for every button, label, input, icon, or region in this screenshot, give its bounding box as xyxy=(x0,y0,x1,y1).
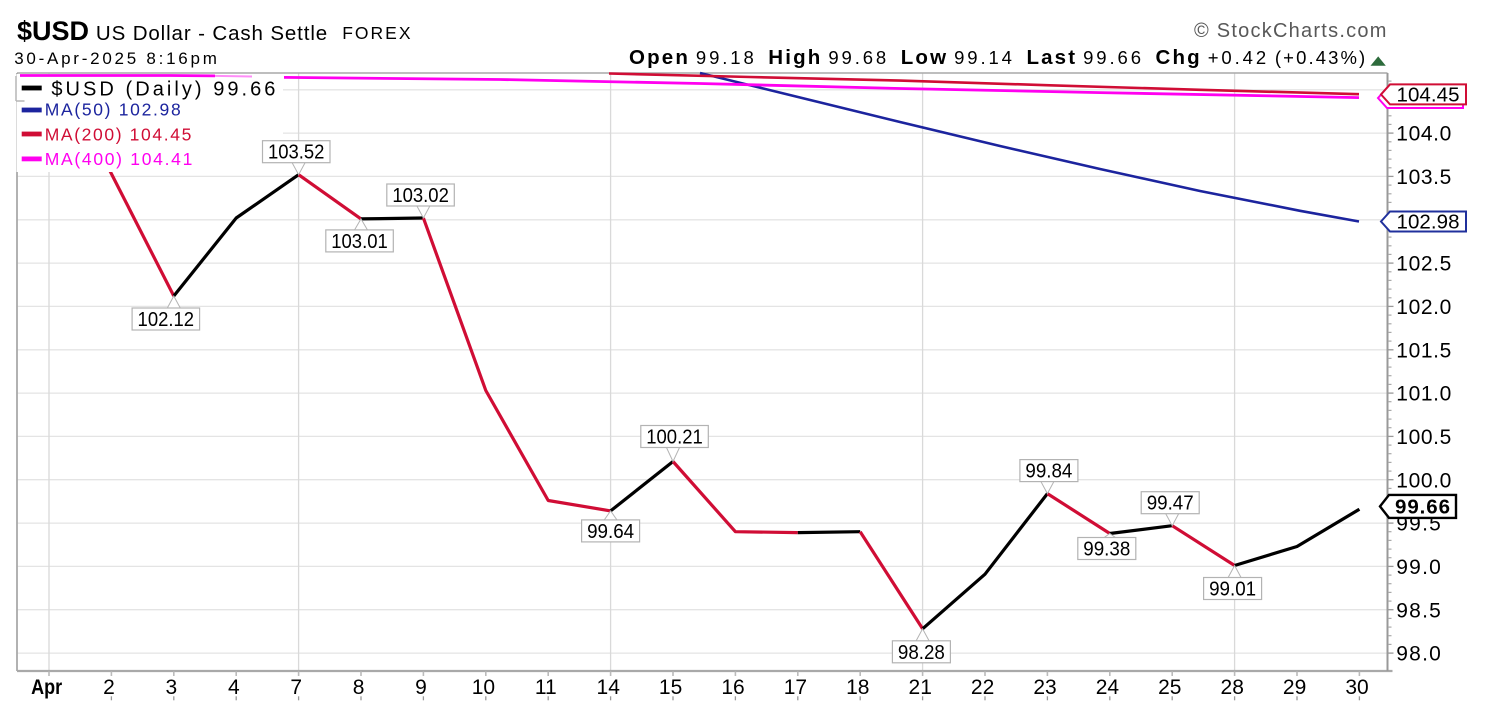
svg-text:17: 17 xyxy=(784,676,807,699)
svg-text:102.5: 102.5 xyxy=(1396,253,1451,276)
svg-text:11: 11 xyxy=(535,676,557,699)
svg-text:99.64: 99.64 xyxy=(587,521,634,543)
svg-text:4: 4 xyxy=(228,676,240,699)
svg-text:103.01: 103.01 xyxy=(331,231,388,253)
svg-text:22: 22 xyxy=(971,676,994,699)
svg-text:98.0: 98.0 xyxy=(1396,643,1441,666)
svg-text:2: 2 xyxy=(103,676,115,699)
svg-text:29: 29 xyxy=(1283,676,1306,699)
svg-text:MA(400) 104.41: MA(400) 104.41 xyxy=(45,149,193,169)
svg-text:23: 23 xyxy=(1033,676,1056,699)
svg-text:101.0: 101.0 xyxy=(1396,383,1451,406)
svg-text:$USD (Daily) 99.66: $USD (Daily) 99.66 xyxy=(51,79,275,101)
svg-text:28: 28 xyxy=(1221,676,1244,699)
svg-text:14: 14 xyxy=(597,676,621,699)
svg-text:21: 21 xyxy=(909,676,932,699)
svg-text:99.47: 99.47 xyxy=(1147,493,1194,515)
svg-text:104.45: 104.45 xyxy=(1397,84,1460,107)
svg-text:24: 24 xyxy=(1096,676,1120,699)
svg-text:99.84: 99.84 xyxy=(1025,461,1072,483)
svg-text:7: 7 xyxy=(290,676,302,699)
svg-text:MA(50) 102.98: MA(50) 102.98 xyxy=(45,100,181,120)
svg-text:102.0: 102.0 xyxy=(1396,296,1451,319)
svg-text:101.5: 101.5 xyxy=(1396,339,1451,362)
svg-text:30: 30 xyxy=(1345,676,1368,699)
svg-text:98.5: 98.5 xyxy=(1396,599,1441,622)
svg-text:99.66: 99.66 xyxy=(1395,496,1450,519)
svg-text:103.52: 103.52 xyxy=(268,142,325,164)
svg-text:99.01: 99.01 xyxy=(1209,579,1256,601)
svg-text:99.0: 99.0 xyxy=(1396,556,1441,579)
svg-text:103.02: 103.02 xyxy=(392,185,449,207)
svg-text:98.28: 98.28 xyxy=(898,642,945,664)
svg-text:102.98: 102.98 xyxy=(1397,211,1460,234)
svg-text:25: 25 xyxy=(1158,676,1181,699)
svg-text:102.12: 102.12 xyxy=(138,309,195,331)
svg-text:Apr: Apr xyxy=(31,676,62,699)
svg-text:100.0: 100.0 xyxy=(1396,469,1451,492)
svg-text:100.21: 100.21 xyxy=(646,427,703,449)
svg-text:16: 16 xyxy=(721,676,744,699)
svg-text:18: 18 xyxy=(846,676,869,699)
svg-text:3: 3 xyxy=(166,676,178,699)
svg-text:8: 8 xyxy=(353,676,365,699)
svg-text:103.5: 103.5 xyxy=(1396,166,1451,189)
svg-text:10: 10 xyxy=(472,676,495,699)
svg-text:15: 15 xyxy=(659,676,682,699)
svg-text:104.0: 104.0 xyxy=(1396,123,1451,146)
svg-text:MA(200) 104.45: MA(200) 104.45 xyxy=(45,124,192,144)
svg-text:9: 9 xyxy=(415,676,427,699)
svg-text:99.38: 99.38 xyxy=(1083,539,1130,561)
svg-text:100.5: 100.5 xyxy=(1396,426,1451,449)
